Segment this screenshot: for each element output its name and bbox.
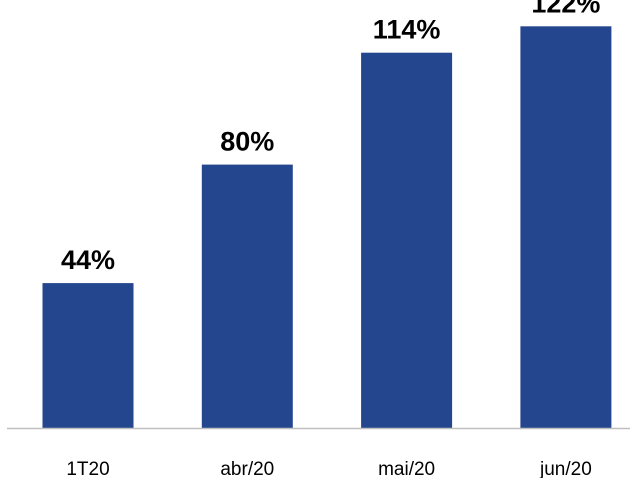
bar-abr-20 [201,164,293,428]
bars-group [42,26,612,429]
x-tick-label: mai/20 [378,459,435,478]
bar-jun-20 [520,26,612,429]
x-tick-label: jun/20 [539,459,592,478]
x-tick-label: 1T20 [66,459,109,478]
bar-1t20 [42,283,134,428]
data-labels-group: 44% 80% 114% 122% [61,0,600,275]
data-label: 114% [373,15,441,45]
bar-mai-20 [361,52,453,428]
data-label: 44% [61,245,115,275]
data-label: 122% [531,0,600,18]
x-tick-labels-group: 1T20 abr/20 mai/20 jun/20 [66,459,591,478]
x-tick-label: abr/20 [220,459,274,478]
data-label: 80% [220,127,274,157]
